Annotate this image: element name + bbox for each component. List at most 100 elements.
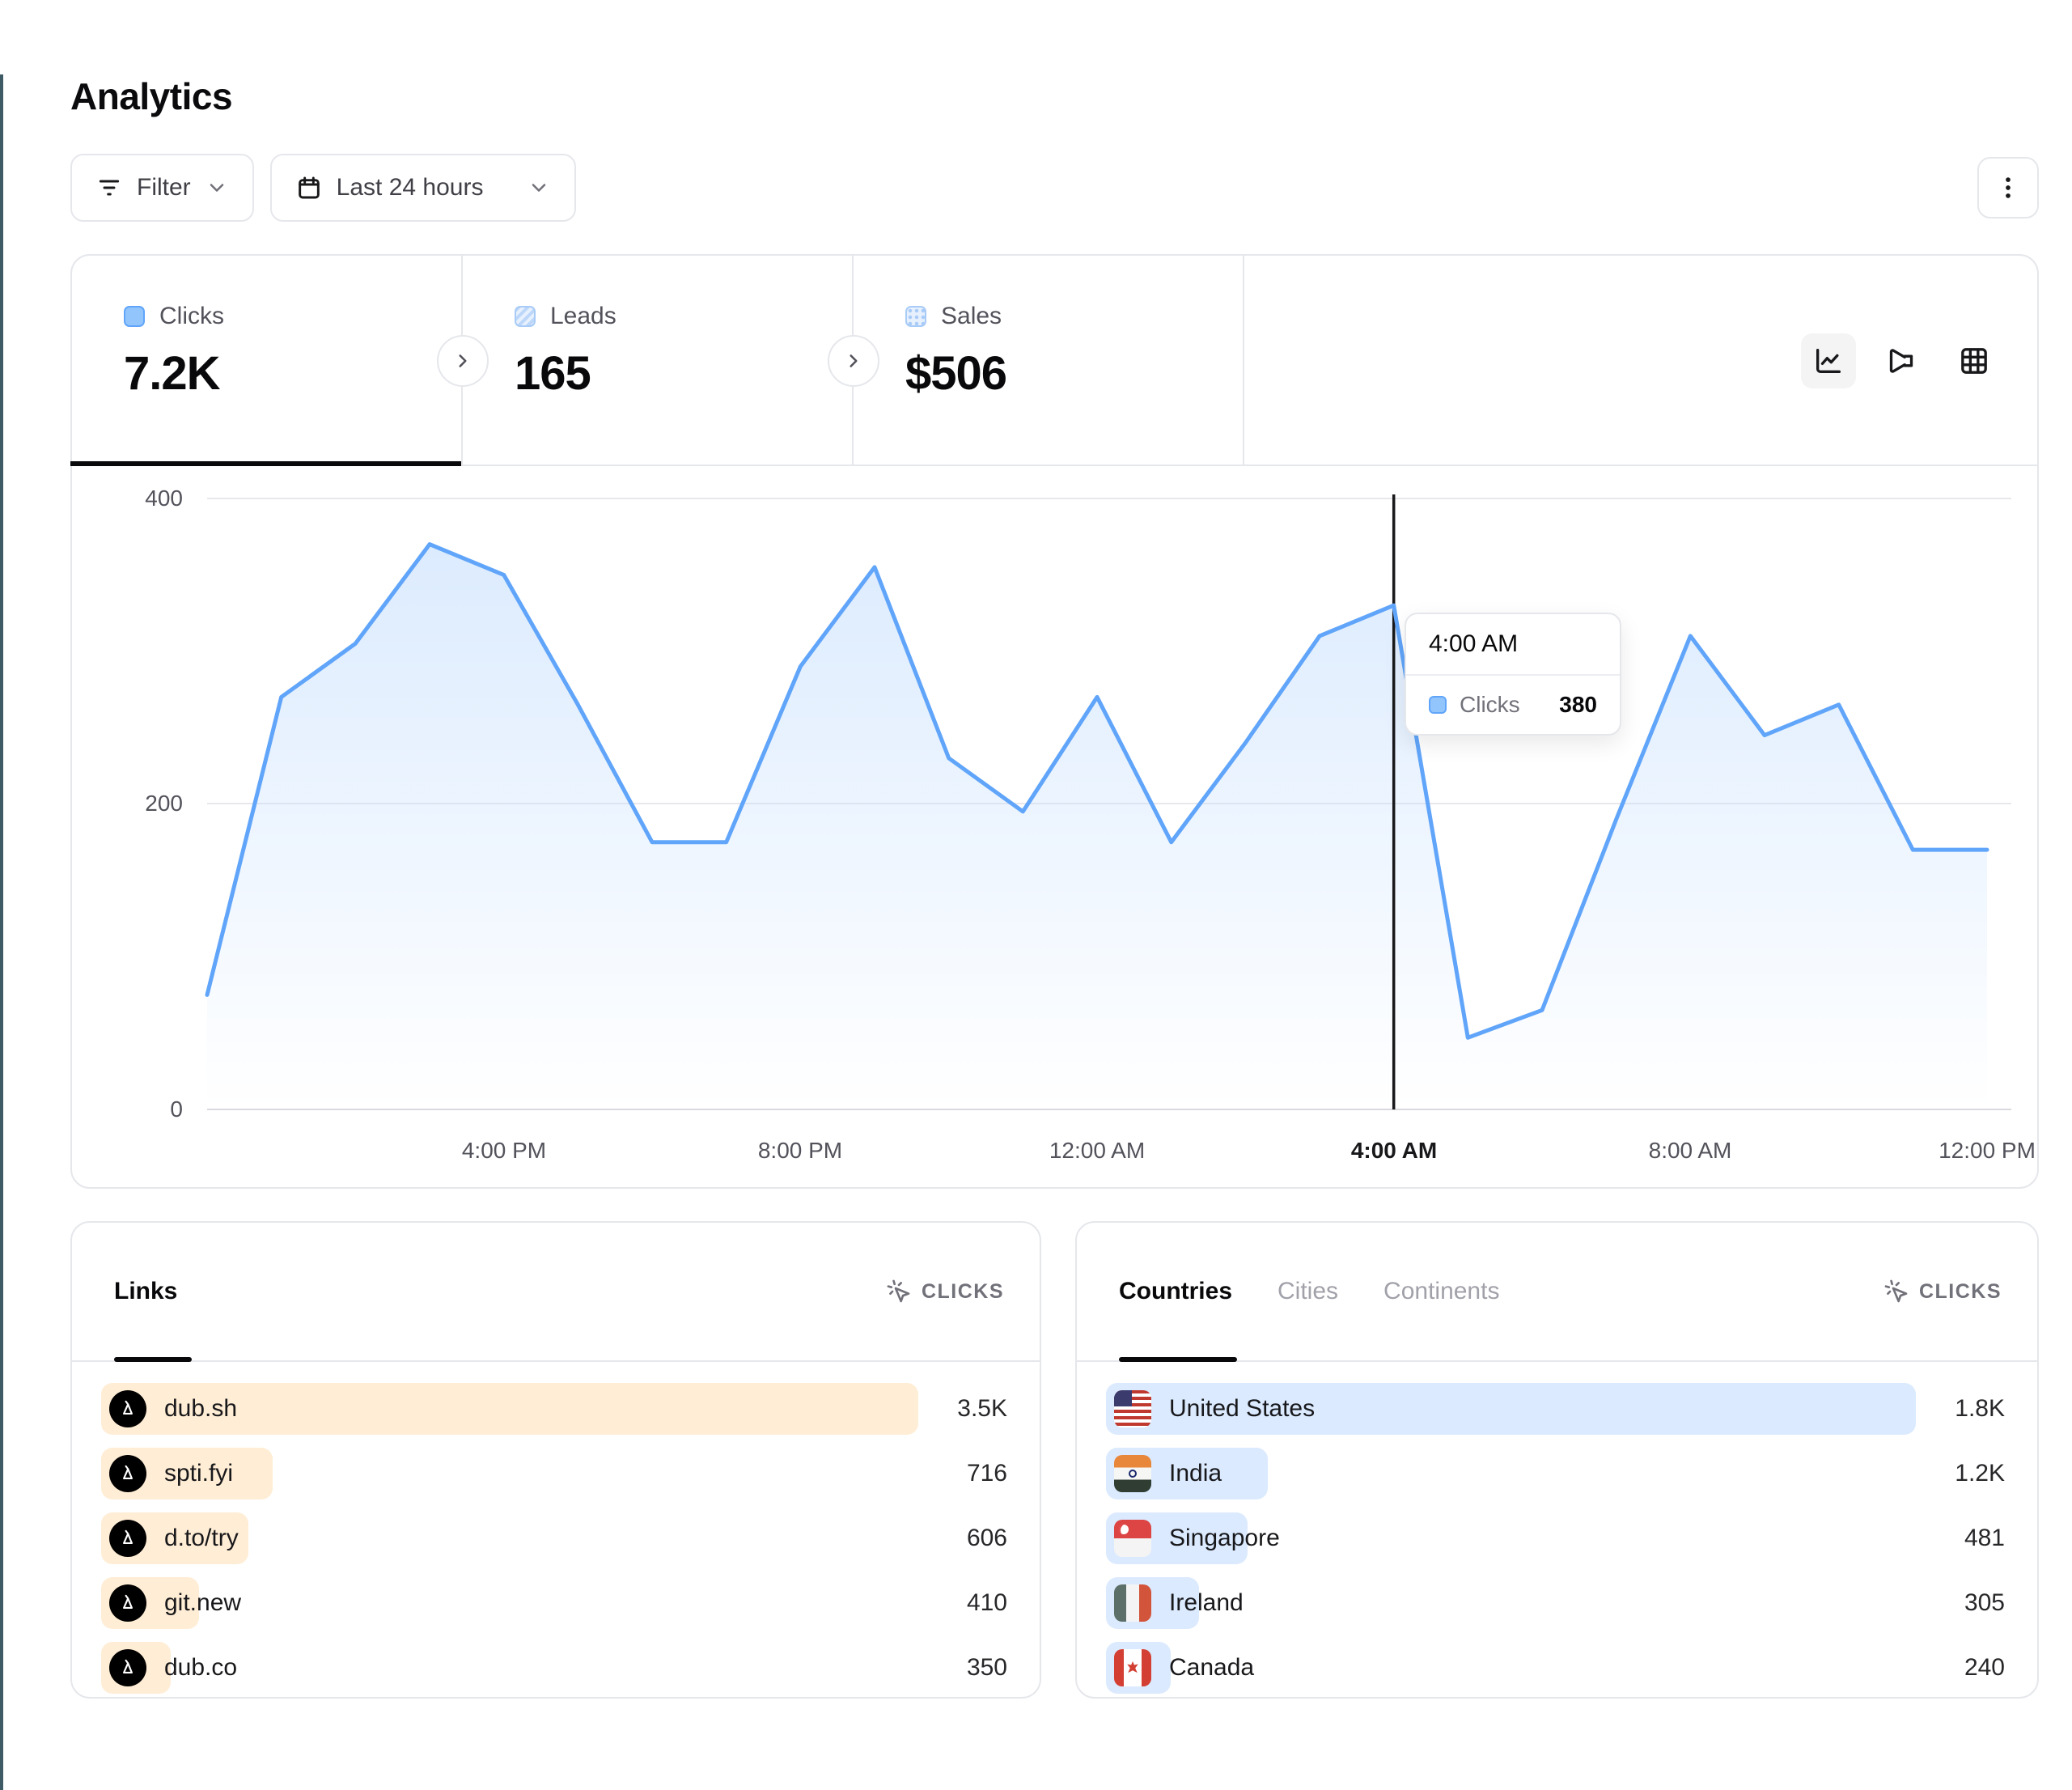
link-bar (101, 1383, 918, 1435)
chevron-down-icon (206, 176, 228, 199)
country-row-united-states[interactable]: United States 1.8K (1106, 1383, 2005, 1435)
table-view-button[interactable] (1947, 333, 2002, 388)
tab-countries[interactable]: Countries (1119, 1278, 1233, 1304)
area-fill (207, 544, 1987, 1109)
links-panel: Links CLICKS dub.sh 3.5K (70, 1221, 1041, 1699)
link-label: d.to/try (164, 1525, 239, 1551)
leads-value: 165 (515, 347, 591, 400)
country-clicks-value: 1.2K (1955, 1460, 2005, 1487)
leads-tab-label: Leads (550, 303, 617, 329)
analytics-chart-card: Clicks 7.2K Leads 165 Sales $506 (70, 254, 2039, 1189)
metric-tabs: Clicks 7.2K Leads 165 Sales $506 (70, 256, 2037, 466)
table-grid-icon (1958, 345, 1990, 377)
step-chevron-clicks-leads[interactable] (437, 335, 489, 387)
geo-metric-label: CLICKS (1918, 1279, 2002, 1303)
link-row-dub-co[interactable]: dub.co 350 (101, 1642, 1007, 1694)
country-label: Ireland (1169, 1589, 1244, 1616)
country-clicks-value: 240 (1964, 1654, 2005, 1681)
y-axis-tick-0: 0 (170, 1096, 183, 1122)
x-axis-tick-2: 8:00 PM (757, 1138, 843, 1163)
link-clicks-value: 3.5K (957, 1395, 1007, 1422)
country-label: Singapore (1169, 1525, 1280, 1551)
tab-continents[interactable]: Continents (1383, 1278, 1500, 1304)
country-clicks-value: 481 (1964, 1525, 2005, 1551)
geo-panel: Countries Cities Continents CLICKS Unite… (1075, 1221, 2039, 1699)
sales-value: $506 (905, 347, 1007, 400)
links-tab-underline (114, 1357, 192, 1362)
sales-legend-marker (905, 306, 926, 327)
clicks-line (205, 542, 1989, 1040)
link-row-dub-sh[interactable]: dub.sh 3.5K (101, 1383, 1007, 1435)
country-label: India (1169, 1460, 1222, 1487)
mouse-pointer-click-icon (1883, 1279, 1909, 1304)
line-chart-view-button[interactable] (1801, 333, 1856, 388)
dub-logo-icon (109, 1390, 146, 1427)
link-row-spti-fyi[interactable]: spti.fyi 716 (101, 1448, 1007, 1499)
tooltip-clicks-marker (1429, 696, 1447, 714)
x-axis-tick-3: 12:00 AM (1049, 1138, 1146, 1163)
more-options-button[interactable] (1977, 157, 2039, 218)
tab-leads[interactable]: Leads 165 (463, 256, 854, 464)
dub-logo-icon (109, 1649, 146, 1686)
singapore-flag-icon (1114, 1520, 1151, 1557)
step-chevron-leads-sales[interactable] (828, 335, 879, 387)
clicks-legend-marker (124, 306, 145, 327)
funnel-chart-icon (1885, 345, 1917, 377)
link-clicks-value: 410 (966, 1589, 1007, 1616)
country-clicks-value: 1.8K (1955, 1395, 2005, 1422)
x-axis-tick-5: 8:00 AM (1648, 1138, 1732, 1163)
link-row-git-new[interactable]: git.new 410 (101, 1577, 1007, 1629)
tab-links[interactable]: Links (114, 1278, 178, 1304)
sales-tab-label: Sales (941, 303, 1002, 329)
chart-canvas[interactable] (205, 494, 2011, 1142)
links-metric-selector[interactable]: CLICKS (886, 1279, 1004, 1304)
link-row-d-to-try[interactable]: d.to/try 606 (101, 1512, 1007, 1564)
x-axis-tick-6: 12:00 PM (1939, 1138, 2036, 1163)
link-label: dub.co (164, 1654, 238, 1681)
india-flag-icon (1114, 1455, 1151, 1492)
link-clicks-value: 716 (966, 1460, 1007, 1487)
y-axis-tick-400: 400 (145, 486, 183, 511)
geo-metric-selector[interactable]: CLICKS (1883, 1279, 2002, 1304)
date-range-button[interactable]: Last 24 hours (269, 154, 576, 222)
links-metric-label: CLICKS (921, 1279, 1004, 1303)
tooltip-series-label: Clicks (1460, 692, 1520, 717)
leads-legend-marker (515, 306, 536, 327)
clicks-tab-label: Clicks (159, 303, 224, 329)
country-bar (1106, 1383, 1916, 1435)
y-axis-tick-200: 200 (145, 791, 183, 816)
kebab-menu-icon (1994, 174, 2022, 201)
funnel-chart-view-button[interactable] (1874, 333, 1929, 388)
tab-clicks[interactable]: Clicks 7.2K (70, 256, 463, 466)
filter-button[interactable]: Filter (70, 154, 254, 222)
country-label: United States (1169, 1395, 1316, 1422)
x-axis-tick-1: 4:00 PM (461, 1138, 547, 1163)
chart-tooltip: 4:00 AM Clicks 380 (1405, 613, 1621, 736)
country-row-ireland[interactable]: Ireland 305 (1106, 1577, 2005, 1629)
calendar-icon (296, 175, 322, 201)
country-row-singapore[interactable]: Singapore 481 (1106, 1512, 2005, 1564)
filter-icon (96, 175, 122, 201)
country-row-india[interactable]: India 1.2K (1106, 1448, 2005, 1499)
dub-logo-icon (109, 1455, 146, 1492)
dub-logo-icon (109, 1584, 146, 1622)
country-label: Canada (1169, 1654, 1255, 1681)
tooltip-time: 4:00 AM (1406, 614, 1620, 676)
us-flag-icon (1114, 1390, 1151, 1427)
tab-cities[interactable]: Cities (1278, 1278, 1339, 1304)
tab-sales[interactable]: Sales $506 (854, 256, 1244, 464)
chevron-right-icon (843, 350, 864, 371)
dub-logo-icon (109, 1520, 146, 1557)
link-clicks-value: 606 (966, 1525, 1007, 1551)
country-row-canada[interactable]: Canada 240 (1106, 1642, 2005, 1694)
chevron-right-icon (452, 350, 473, 371)
link-label: git.new (164, 1589, 242, 1616)
clicks-area-chart[interactable]: 400 200 0 4:00 PM 8:00 PM 12:00 AM 4:00 … (145, 486, 2036, 1163)
x-axis-tick-4-hovered: 4:00 AM (1350, 1138, 1438, 1163)
link-clicks-value: 350 (966, 1654, 1007, 1681)
clicks-value: 7.2K (124, 347, 221, 400)
filter-button-label: Filter (137, 174, 191, 201)
toolbar: Filter Last 24 hours (70, 154, 2039, 222)
date-range-label: Last 24 hours (336, 174, 484, 201)
link-label: dub.sh (164, 1395, 238, 1422)
